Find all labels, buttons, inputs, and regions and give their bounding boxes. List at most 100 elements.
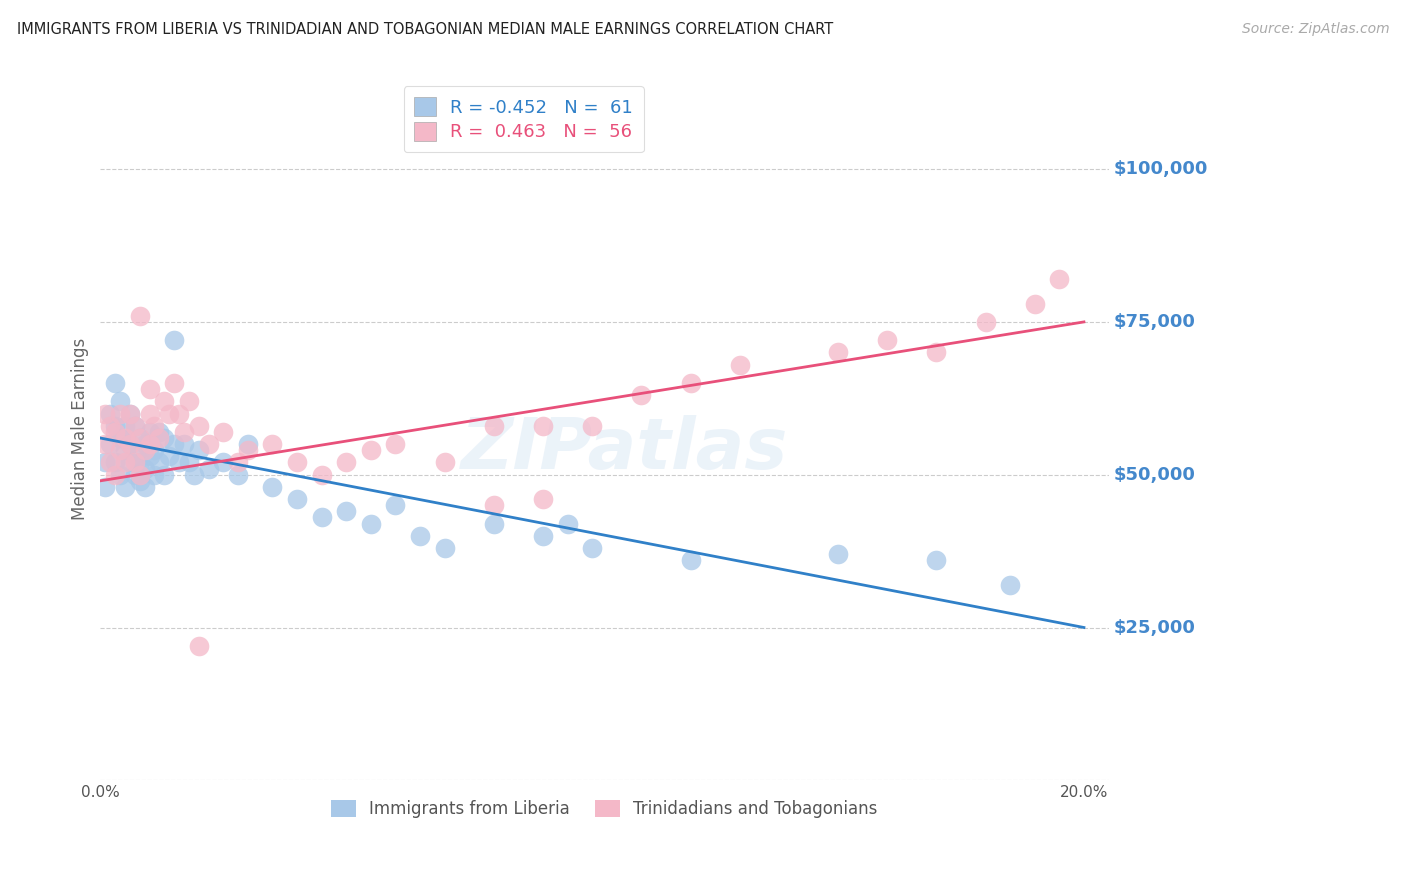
Point (104, 425, 127, 439)
Legend: Immigrants from Liberia, Trinidadians and Tobagonians: Immigrants from Liberia, Trinidadians an… (325, 793, 884, 825)
Point (124, 418, 146, 433)
Point (433, 541, 456, 555)
Point (285, 492, 308, 507)
Point (153, 431, 176, 445)
Point (167, 455, 190, 469)
Point (118, 437, 141, 451)
Point (114, 480, 136, 494)
Point (876, 333, 898, 347)
Point (177, 455, 200, 469)
Point (98, 455, 121, 469)
Point (128, 467, 150, 482)
Text: $50,000: $50,000 (1114, 466, 1195, 483)
Point (118, 437, 141, 451)
Point (482, 516, 505, 531)
Point (827, 547, 849, 561)
Point (143, 418, 166, 433)
Point (138, 437, 160, 451)
Point (163, 437, 186, 451)
Point (94, 455, 117, 469)
Text: $100,000: $100,000 (1114, 161, 1208, 178)
Point (187, 639, 209, 653)
Point (138, 425, 160, 439)
Point (236, 443, 259, 458)
Point (630, 388, 652, 402)
Point (138, 407, 160, 421)
Point (104, 376, 127, 390)
Point (124, 455, 146, 469)
Point (157, 407, 180, 421)
Point (226, 467, 249, 482)
Point (108, 431, 131, 445)
Point (114, 443, 136, 458)
Point (827, 345, 849, 359)
Point (94, 407, 117, 421)
Point (108, 443, 131, 458)
Point (128, 431, 150, 445)
Point (212, 455, 235, 469)
Point (128, 431, 150, 445)
Point (557, 516, 579, 531)
Point (118, 407, 141, 421)
Point (531, 418, 554, 433)
Point (114, 418, 136, 433)
Point (124, 467, 146, 482)
Point (679, 553, 702, 567)
Point (384, 437, 406, 451)
Point (433, 455, 456, 469)
Point (163, 333, 186, 347)
Point (134, 443, 156, 458)
Point (173, 425, 195, 439)
Point (153, 467, 176, 482)
Point (134, 480, 156, 494)
Point (134, 461, 156, 475)
Point (104, 418, 127, 433)
Point (138, 450, 160, 464)
Point (118, 455, 141, 469)
Point (1047, 272, 1070, 286)
Point (118, 407, 141, 421)
Point (197, 461, 219, 475)
Point (360, 443, 382, 458)
Point (311, 510, 333, 524)
Point (108, 394, 131, 409)
Point (285, 455, 308, 469)
Text: ZIPatlas: ZIPatlas (461, 416, 789, 484)
Point (148, 431, 170, 445)
Point (108, 407, 131, 421)
Point (581, 541, 603, 555)
Point (335, 504, 357, 518)
Point (311, 467, 333, 482)
Point (482, 418, 505, 433)
Point (134, 437, 156, 451)
Point (581, 418, 603, 433)
Point (108, 467, 131, 482)
Point (187, 418, 209, 433)
Point (148, 455, 170, 469)
Point (98, 407, 121, 421)
Point (974, 315, 997, 329)
Point (153, 394, 176, 409)
Point (128, 309, 150, 323)
Point (360, 516, 382, 531)
Point (177, 394, 200, 409)
Point (143, 467, 166, 482)
Point (925, 553, 948, 567)
Point (531, 492, 554, 507)
Point (262, 437, 284, 451)
Point (482, 498, 505, 512)
Point (187, 443, 209, 458)
Y-axis label: Median Male Earnings: Median Male Earnings (72, 338, 89, 520)
Text: IMMIGRANTS FROM LIBERIA VS TRINIDADIAN AND TOBAGONIAN MEDIAN MALE EARNINGS CORRE: IMMIGRANTS FROM LIBERIA VS TRINIDADIAN A… (17, 22, 834, 37)
Point (226, 455, 249, 469)
Point (148, 425, 170, 439)
Point (925, 345, 948, 359)
Point (335, 455, 357, 469)
Point (128, 455, 150, 469)
Point (197, 437, 219, 451)
Point (114, 431, 136, 445)
Point (167, 407, 190, 421)
Text: $75,000: $75,000 (1114, 313, 1195, 331)
Point (212, 425, 235, 439)
Text: Source: ZipAtlas.com: Source: ZipAtlas.com (1241, 22, 1389, 37)
